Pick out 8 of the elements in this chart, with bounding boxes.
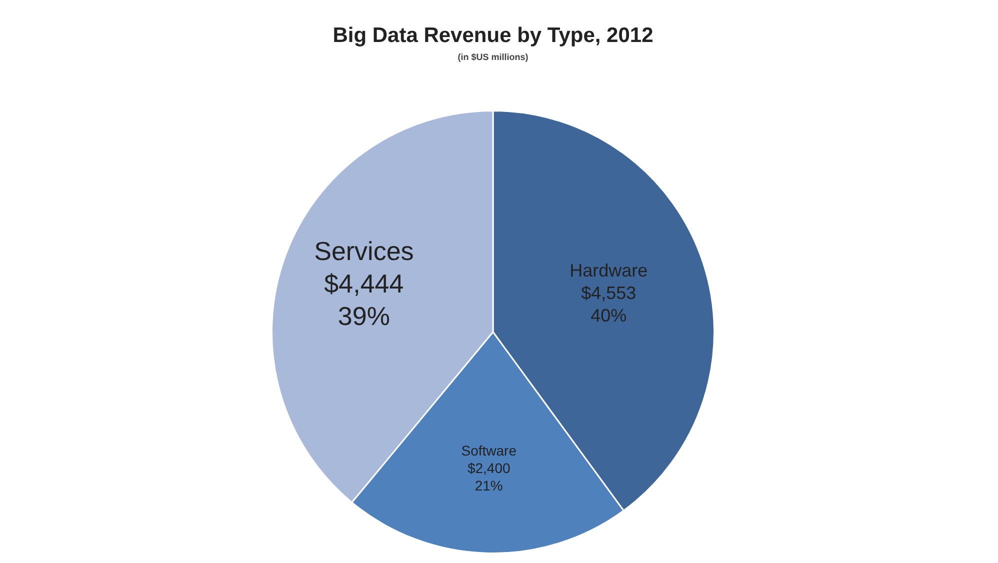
data-label: $2,400 21% — [467, 460, 510, 494]
data-label: $4,444 39% — [324, 268, 404, 332]
slice-label: Software — [461, 442, 517, 458]
slice-label: Hardware — [570, 260, 648, 281]
chart-title: Big Data Revenue by Type, 2012 — [332, 24, 654, 48]
slice-label: Services — [314, 236, 414, 266]
chart-subtitle: (in $US millions) — [456, 52, 530, 62]
data-label: $4,553 40% — [581, 283, 636, 326]
